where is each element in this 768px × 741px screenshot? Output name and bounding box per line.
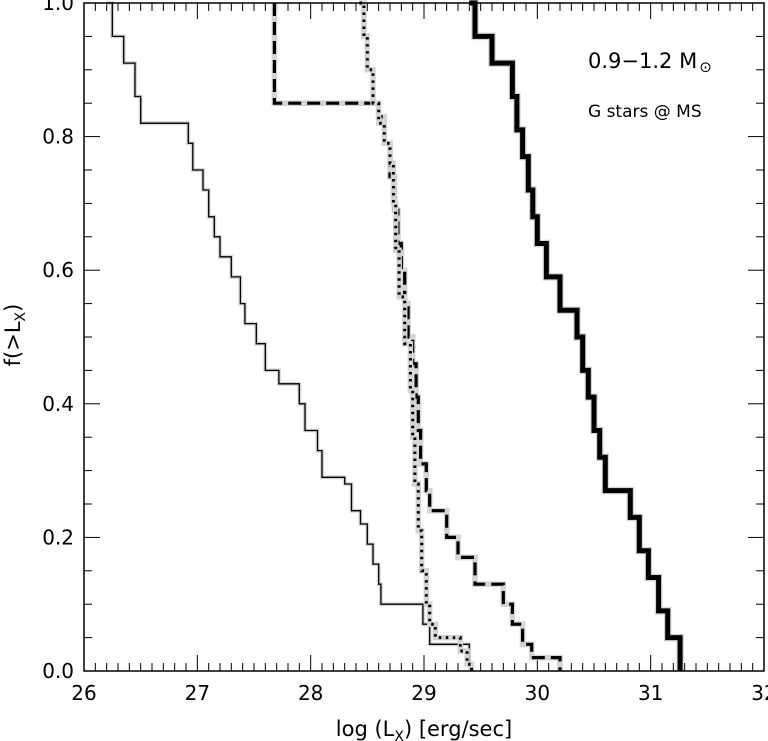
x-tick-label: 32	[751, 681, 768, 705]
y-tick-label: 1.0	[42, 0, 74, 15]
y-tick-label: 0.2	[42, 525, 74, 549]
series-layer	[106, 0, 684, 671]
solar-mass-symbol: ⊙	[699, 58, 712, 76]
plot-frame	[83, 2, 765, 672]
tick-labels: 26 27 28 29 30 31 32 0.0 0.2 0.4 0.6 0.8 1.0	[42, 0, 768, 705]
x-tick-label: 31	[638, 681, 663, 705]
y-tick-label: 0.6	[42, 258, 74, 282]
y-axis-label: f(>LX)	[1, 304, 29, 367]
x-axis-label: log (LX) [erg/sec]	[336, 717, 512, 741]
mass-range-annotation: 0.9−1.2 M ⊙	[588, 49, 712, 76]
x-tick-label: 26	[71, 681, 96, 705]
x-tick-label: 27	[185, 681, 210, 705]
x-tick-label: 30	[525, 681, 550, 705]
series-dotted	[359, 1, 474, 671]
y-axis-label-subscript: X	[13, 311, 29, 321]
x-tick-label: 29	[411, 681, 436, 705]
series-thick-solid	[469, 0, 683, 671]
y-tick-label: 0.8	[42, 125, 74, 149]
x-axis-label-subscript: X	[394, 729, 404, 741]
series-thin-solid	[106, 2, 473, 671]
y-tick-label: 0.0	[42, 659, 74, 683]
y-tick-label: 0.4	[42, 392, 74, 416]
sample-annotation: G stars @ MS	[588, 102, 702, 122]
x-tick-label: 28	[298, 681, 323, 705]
